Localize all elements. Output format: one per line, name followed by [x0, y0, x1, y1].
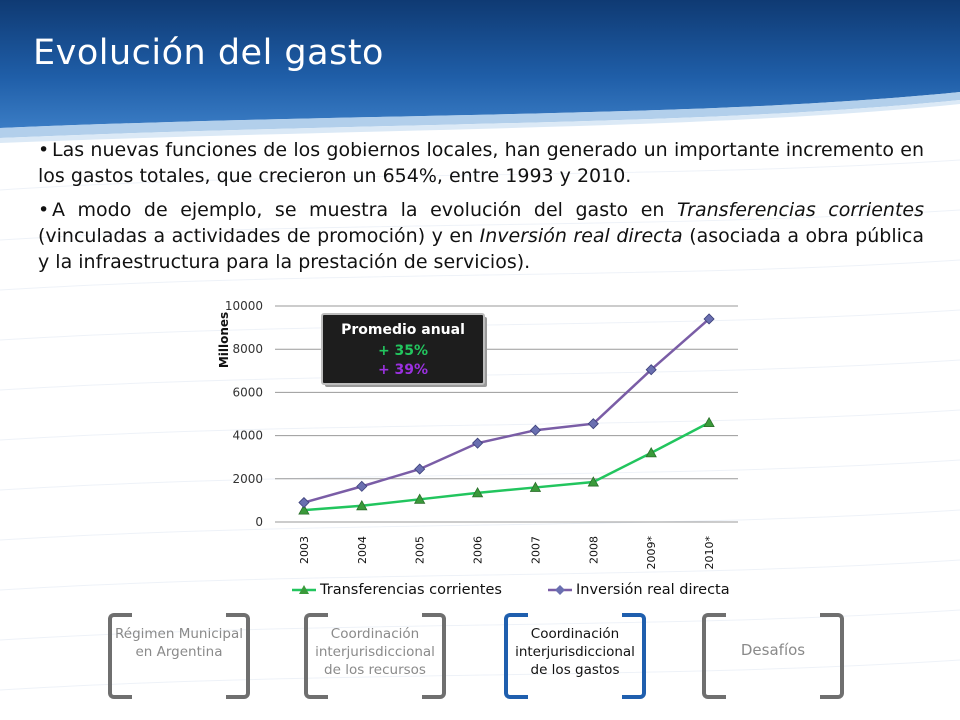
bracket-right: [422, 613, 446, 699]
data-point: [471, 487, 484, 498]
nav-label: Coordinación interjurisdiccional de los …: [515, 626, 635, 678]
data-point: [356, 480, 368, 492]
nav-label: Desafíos: [740, 641, 806, 659]
bracket-left: [702, 613, 726, 699]
annotation-value: + 35%: [378, 343, 428, 359]
data-point: [414, 463, 426, 475]
bracket-left: [504, 613, 528, 699]
bullet-dot: •: [38, 199, 50, 221]
data-point: [645, 364, 657, 376]
bullet-2: • A modo de ejemplo, se muestra la evoluc…: [38, 197, 924, 275]
bullet-1: • Las nuevas funciones de los gobiernos l…: [38, 137, 924, 189]
data-point: [471, 437, 484, 449]
bullet-text: A modo de ejemplo, se muestra la evoluci…: [52, 199, 677, 221]
bracket-right: [820, 613, 844, 699]
nav-desafios[interactable]: Desafíos: [702, 613, 844, 699]
x-tick-label: 2003: [298, 536, 311, 564]
body-text: • Las nuevas funciones de los gobiernos l…: [38, 137, 924, 283]
bracket-left: [108, 613, 132, 699]
nav-coordinacion-recursos[interactable]: Coordinación interjurisdiccional de los …: [304, 613, 446, 699]
x-tick-label: 2006: [472, 536, 485, 564]
nav-coordinacion-gastos[interactable]: Coordinación interjurisdiccional de los …: [504, 613, 646, 699]
series-line: [303, 421, 710, 512]
x-tick-label: 2005: [414, 536, 427, 564]
y-tick-label: 10000: [225, 299, 263, 313]
x-tick-label: 2009*: [645, 536, 658, 570]
x-tick-label: 2008: [587, 536, 600, 564]
bracket-left: [304, 613, 328, 699]
data-point: [356, 499, 368, 511]
annotation-title: Promedio anual: [341, 322, 465, 338]
legend-marker: [555, 585, 565, 595]
nav-label: Régimen Municipal en Argentina: [115, 626, 243, 660]
series-line: [303, 318, 710, 504]
y-tick-label: 2000: [232, 472, 263, 486]
data-point: [414, 493, 426, 504]
data-point: [587, 418, 599, 430]
y-axis-label: Millones: [217, 312, 231, 368]
y-tick-label: 6000: [232, 385, 263, 399]
data-point: [645, 447, 657, 458]
data-point: [587, 476, 599, 487]
y-tick-label: 8000: [232, 342, 263, 356]
bullet-text: Transferencias corrientes: [677, 199, 925, 221]
data-point: [529, 424, 542, 436]
slide-title: Evolución del gasto: [33, 33, 384, 73]
bullet-text: Inversión real directa: [479, 225, 683, 247]
legend-label: Inversión real directa: [576, 582, 730, 598]
annotation-value: + 39%: [378, 362, 428, 378]
x-tick-label: 2010*: [703, 536, 716, 570]
bracket-right: [226, 613, 250, 699]
data-point: [298, 496, 310, 509]
data-point: [703, 313, 715, 325]
x-tick-label: 2004: [356, 536, 369, 564]
bullet-dot: •: [38, 139, 50, 161]
bullet-text: (vinculadas a actividades de promoción) …: [38, 225, 480, 247]
bullet-text: Las nuevas funciones de los gobiernos lo…: [38, 139, 924, 187]
header-banner: [0, 0, 960, 143]
legend-marker: [299, 585, 309, 594]
legend-label: Transferencias corrientes: [319, 582, 502, 598]
bracket-right: [622, 613, 646, 699]
y-tick-label: 0: [255, 515, 263, 529]
nav-label: Coordinación interjurisdiccional de los …: [315, 626, 435, 678]
data-point: [703, 416, 715, 428]
data-point: [529, 481, 542, 492]
y-tick-label: 4000: [232, 429, 263, 443]
data-point: [298, 504, 310, 515]
annotation-box: [321, 313, 485, 385]
x-tick-label: 2007: [529, 536, 542, 564]
bullet-text: (asociada a obra pública y la infraestru…: [38, 225, 924, 273]
nav-regimen-municipal[interactable]: Régimen Municipal en Argentina: [108, 613, 250, 699]
